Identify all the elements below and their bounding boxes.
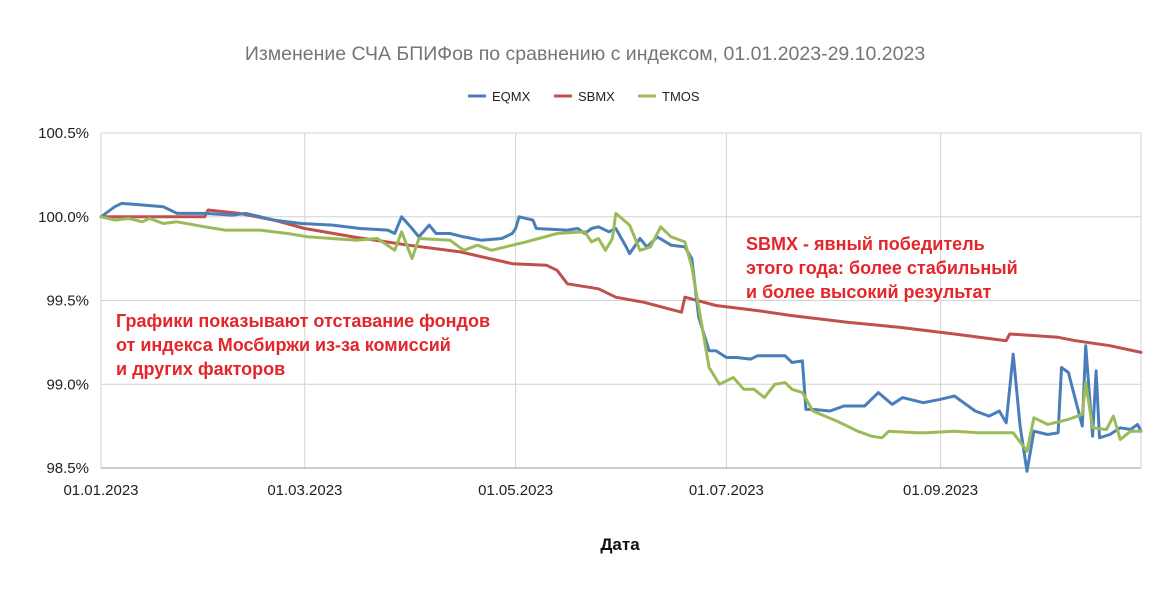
- x-axis-label: Дата: [600, 535, 640, 554]
- x-tick-label: 01.01.2023: [63, 482, 138, 499]
- y-tick-label: 100.5%: [38, 125, 89, 142]
- x-tick-label: 01.07.2023: [689, 482, 764, 499]
- y-tick-label: 98.5%: [46, 460, 89, 477]
- annotation-funds-lag: Графики показывают отставание фондов от …: [116, 311, 490, 379]
- y-axis-ticks: 98.5% 99.0% 99.5% 100.0% 100.5%: [38, 125, 89, 477]
- annotation-sbmx-winner: SBMX - явный победитель этого года: боле…: [746, 234, 1018, 302]
- legend-item-sbmx: SBMX: [554, 89, 615, 104]
- y-tick-label: 99.5%: [46, 293, 89, 310]
- series-line-sbmx: [99, 208, 1143, 354]
- chart-title: Изменение СЧА БПИФов по сравнению с инде…: [245, 43, 925, 65]
- annotation-line: и других факторов: [116, 359, 285, 379]
- chart-grid: [100, 132, 1142, 469]
- x-tick-label: 01.03.2023: [267, 482, 342, 499]
- series-group: [99, 201, 1143, 473]
- annotation-line: SBMX - явный победитель: [746, 234, 985, 254]
- legend-label: EQMX: [492, 89, 531, 104]
- series-line-tmos: [99, 211, 1143, 453]
- chart-legend: EQMX SBMX TMOS: [468, 89, 700, 104]
- legend-label: SBMX: [578, 89, 615, 104]
- x-tick-label: 01.05.2023: [478, 482, 553, 499]
- annotation-line: и более высокий результат: [746, 282, 992, 302]
- legend-item-tmos: TMOS: [638, 89, 700, 104]
- y-tick-label: 99.0%: [46, 376, 89, 393]
- annotation-line: Графики показывают отставание фондов: [116, 311, 490, 331]
- x-tick-label: 01.09.2023: [903, 482, 978, 499]
- legend-item-eqmx: EQMX: [468, 89, 531, 104]
- legend-label: TMOS: [662, 89, 700, 104]
- annotation-line: от индекса Мосбиржи из-за комиссий: [116, 335, 451, 355]
- annotation-line: этого года: более стабильный: [746, 258, 1018, 278]
- y-tick-label: 100.0%: [38, 209, 89, 226]
- x-axis-ticks: 01.01.2023 01.03.2023 01.05.2023 01.07.2023…: [63, 482, 978, 499]
